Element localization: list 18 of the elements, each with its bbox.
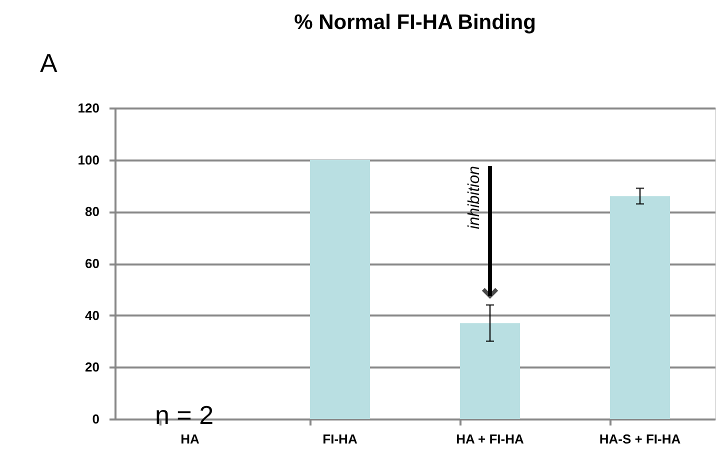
- y-tick-label: 80: [85, 204, 100, 220]
- y-tick-label: 100: [78, 152, 100, 168]
- y-tick-label: 60: [85, 256, 100, 271]
- y-tick-label: 20: [85, 360, 100, 375]
- y-tick-label: 120: [78, 100, 100, 116]
- chart-title: % Normal FI-HA Binding: [294, 11, 536, 34]
- bar: [310, 160, 370, 419]
- x-tick-label: HA-S + FI-HA: [599, 432, 682, 446]
- annotation: n = 2: [155, 400, 214, 430]
- text: A: [40, 48, 58, 78]
- x-tick-label: HA: [180, 432, 200, 446]
- y-tick-label: 0: [92, 412, 100, 426]
- annotation: inhibition: [466, 166, 483, 230]
- x-tick-label: HA + FI-HA: [456, 432, 524, 446]
- y-tick-label: 40: [85, 308, 100, 323]
- x-tick-label: FI-HA: [322, 432, 358, 446]
- bar: [610, 196, 670, 419]
- bar: [460, 323, 520, 419]
